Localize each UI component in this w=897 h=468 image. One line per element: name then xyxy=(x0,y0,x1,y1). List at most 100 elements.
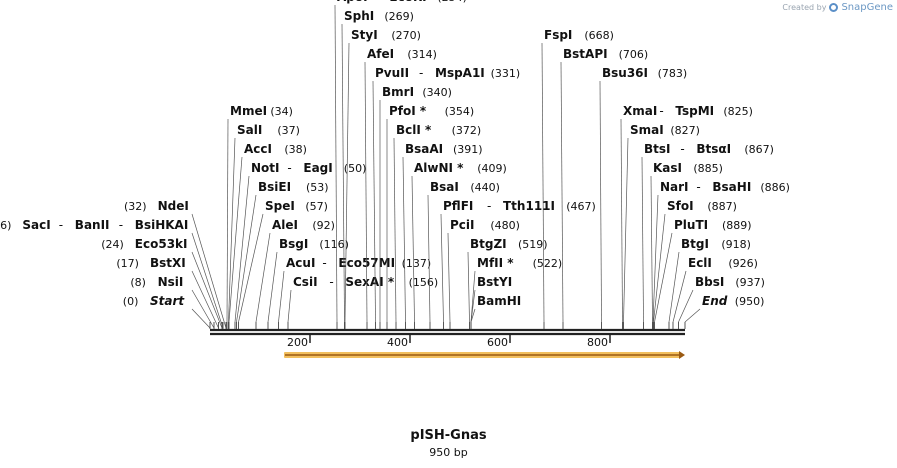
site-connector-R21 xyxy=(440,213,444,323)
site-position-867: (867) xyxy=(744,143,774,156)
site-position-887: (887) xyxy=(707,200,737,213)
site-position-889: (889) xyxy=(722,219,752,232)
enzyme-label-tspmi: TspMI xyxy=(675,104,714,118)
site-connector-R0 xyxy=(226,118,229,323)
site-connector-L1 xyxy=(191,289,215,329)
site-connector-R3 xyxy=(234,175,250,323)
enzyme-separator: - xyxy=(373,0,377,4)
site-connector-R30 xyxy=(620,118,623,323)
enzyme-label-tth111i: Tth111I xyxy=(503,199,555,213)
enzyme-label-banii: BanII xyxy=(75,218,110,232)
enzyme-label-kasi: KasI xyxy=(653,161,682,175)
enzyme-label-alwni: AlwNI * xyxy=(414,161,464,175)
enzyme-label-btsi: BtsI xyxy=(644,142,671,156)
axis-tick-label-600: 600 xyxy=(487,336,508,349)
site-connector-R39 xyxy=(678,289,694,323)
enzyme-separator: - xyxy=(287,161,291,175)
site-position-0: (0) xyxy=(123,295,139,308)
enzyme-label-bsihkai: BsiHKAI xyxy=(135,218,189,232)
site-position-354: (354) xyxy=(445,105,475,118)
enzyme-separator: - xyxy=(659,104,663,118)
site-position-331: (331) xyxy=(491,67,521,80)
site-position-706: (706) xyxy=(619,48,649,61)
enzyme-label-eco53ki: Eco53kI xyxy=(135,237,188,251)
enzyme-label-acci: AccI xyxy=(244,142,272,156)
construct-name: pISH-Gnas xyxy=(410,428,487,443)
enzyme-label-bbsi: BbsI xyxy=(695,275,724,289)
site-position-254: (254) xyxy=(437,0,467,4)
enzyme-label-spei: SpeI xyxy=(265,199,295,213)
site-position-26: (26) xyxy=(0,219,11,232)
site-position-668: (668) xyxy=(584,29,614,42)
enzyme-label-afei: AfeI xyxy=(367,47,394,61)
site-connector-R10 xyxy=(334,4,338,323)
site-position-116: (116) xyxy=(319,238,349,251)
site-connector-R28 xyxy=(560,61,564,323)
site-connector-R12 xyxy=(344,42,350,323)
site-connector-R7 xyxy=(267,251,278,323)
axis-tick-label-800: 800 xyxy=(587,336,608,349)
site-connector-R19 xyxy=(411,175,415,323)
enzyme-label-bsu36i: Bsu36I xyxy=(602,66,648,80)
site-position-34: (34) xyxy=(270,105,293,118)
enzyme-label-acui: AcuI xyxy=(286,256,315,270)
axis-tick-label-400: 400 xyxy=(387,336,408,349)
enzyme-label-bcli: BclI * xyxy=(396,123,432,137)
site-position-156: (156) xyxy=(409,276,439,289)
site-position-480: (480) xyxy=(490,219,520,232)
site-position-937: (937) xyxy=(735,276,765,289)
site-position-825: (825) xyxy=(723,105,753,118)
axis-tick-label-200: 200 xyxy=(287,336,308,349)
enzyme-separator: - xyxy=(329,275,333,289)
site-connector-R26 xyxy=(470,308,476,323)
site-position-950: (950) xyxy=(735,295,765,308)
enzyme-label-bsai: BsaI xyxy=(430,180,459,194)
site-position-409: (409) xyxy=(477,162,507,175)
enzyme-label-bmri: BmrI xyxy=(382,85,414,99)
enzyme-label-mspa1i: MspA1I xyxy=(435,66,485,80)
site-connector-R35 xyxy=(653,213,666,323)
site-connector-R25 xyxy=(470,289,476,323)
site-connector-R22 xyxy=(447,232,451,323)
site-connector-R34 xyxy=(652,194,659,323)
enzyme-label-pflfi: PflFI xyxy=(443,199,473,213)
site-connector-R11 xyxy=(341,23,345,323)
site-position-32: (32) xyxy=(124,200,147,213)
site-connector-R33 xyxy=(650,175,653,323)
enzyme-label-btsi: BtsαI xyxy=(696,142,731,156)
site-position-270: (270) xyxy=(391,29,421,42)
site-connector-R27 xyxy=(541,42,545,323)
site-connector-R40 xyxy=(684,308,701,323)
site-connector-L0 xyxy=(191,308,211,329)
site-position-37: (37) xyxy=(277,124,300,137)
enzyme-label-ecli: EclI xyxy=(688,256,712,270)
site-position-137: (137) xyxy=(402,257,432,270)
site-position-269: (269) xyxy=(384,10,414,23)
site-position-340: (340) xyxy=(422,86,452,99)
site-position-926: (926) xyxy=(728,257,758,270)
site-position-53: (53) xyxy=(306,181,329,194)
site-connector-L2 xyxy=(191,270,219,329)
site-position-372: (372) xyxy=(452,124,482,137)
enzyme-separator: - xyxy=(487,199,491,213)
enzyme-label-sphi: SphI xyxy=(344,9,374,23)
site-connector-R20 xyxy=(427,194,431,323)
snapgene-credit: Created by SnapGene xyxy=(782,2,893,13)
site-connector-R24 xyxy=(470,270,476,323)
enzyme-label-sali: SalI xyxy=(237,123,262,137)
enzyme-separator: - xyxy=(680,142,684,156)
site-connector-R23 xyxy=(467,251,470,323)
enzyme-label-csii: CsiI xyxy=(293,275,318,289)
enzyme-separator: - xyxy=(59,218,63,232)
site-position-8: (8) xyxy=(130,276,146,289)
site-connector-R18 xyxy=(402,156,406,323)
enzyme-label-smai: SmaI xyxy=(630,123,664,137)
site-connector-R37 xyxy=(668,251,680,323)
enzyme-label-apoi: ApoI xyxy=(337,0,368,4)
enzyme-label-bstyi: BstYI xyxy=(477,275,512,289)
site-position-391: (391) xyxy=(453,143,483,156)
feature-arrow-head xyxy=(679,351,685,359)
enzyme-label-mmei: MmeI xyxy=(230,104,267,118)
site-connector-R5 xyxy=(238,213,264,323)
created-by-text: Created by xyxy=(782,3,827,12)
